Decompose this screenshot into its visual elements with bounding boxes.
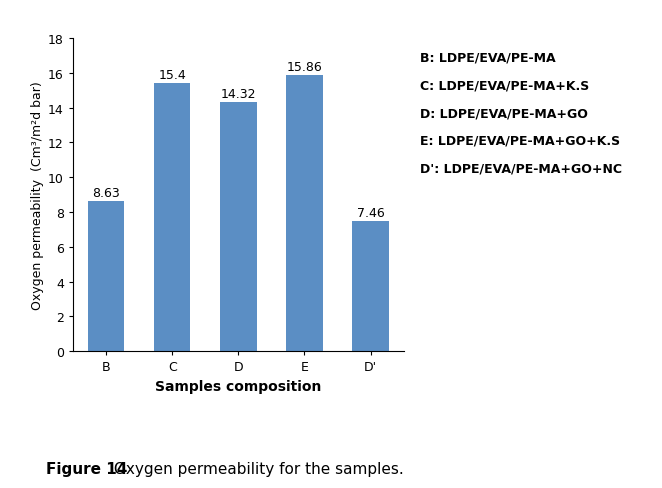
Text: 15.4: 15.4 [158, 69, 186, 82]
Text: D: LDPE/EVA/PE-MA+GO: D: LDPE/EVA/PE-MA+GO [420, 107, 589, 120]
Text: C: LDPE/EVA/PE-MA+K.S: C: LDPE/EVA/PE-MA+K.S [420, 79, 590, 92]
Text: D': LDPE/EVA/PE-MA+GO+NC: D': LDPE/EVA/PE-MA+GO+NC [420, 163, 622, 176]
Bar [154, 84, 191, 351]
X-axis label: Samples composition: Samples composition [155, 379, 322, 393]
Bar [220, 103, 256, 351]
Text: 15.86: 15.86 [287, 61, 322, 74]
Text: E: LDPE/EVA/PE-MA+GO+K.S: E: LDPE/EVA/PE-MA+GO+K.S [420, 135, 620, 148]
Bar [352, 222, 389, 351]
Bar [286, 76, 322, 351]
Text: Figure 14: Figure 14 [46, 461, 128, 476]
Text: 7.46: 7.46 [357, 207, 385, 220]
Y-axis label: Oxygen permeability  (Cm³/m²d bar): Oxygen permeability (Cm³/m²d bar) [30, 81, 44, 309]
Bar [88, 202, 124, 351]
Text: B: LDPE/EVA/PE-MA: B: LDPE/EVA/PE-MA [420, 51, 556, 64]
Text: 14.32: 14.32 [220, 88, 256, 101]
Text: Oxygen permeability for the samples.: Oxygen permeability for the samples. [109, 461, 404, 476]
Text: 8.63: 8.63 [92, 186, 120, 200]
